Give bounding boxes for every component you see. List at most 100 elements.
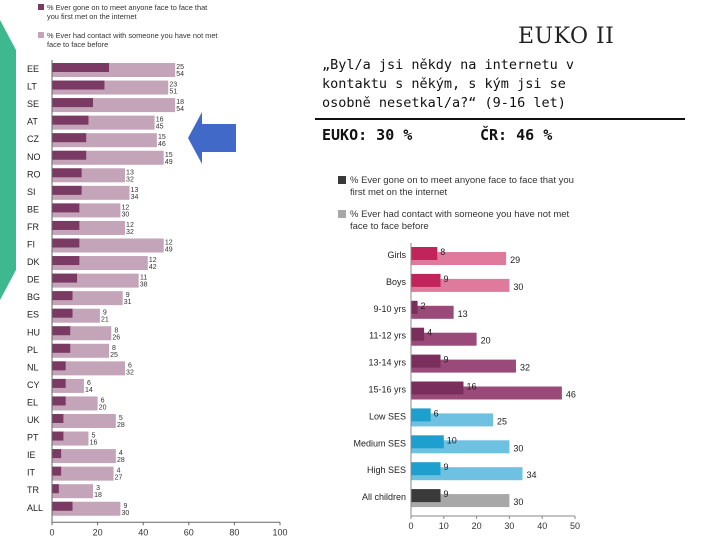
category-label: 15-16 yrs	[368, 385, 406, 395]
value-label-met: 3	[96, 485, 100, 492]
legend-label: first met on the internet	[350, 187, 448, 198]
value-label-contact: 25	[110, 352, 118, 359]
bar-met	[52, 414, 64, 423]
decorative-accent-strip	[0, 20, 16, 300]
value-label-met: 16	[466, 382, 476, 392]
x-tick-label: 0	[408, 521, 413, 531]
legend-label: % Ever gone on to meet anyone face to fa…	[47, 3, 207, 12]
x-tick-label: 0	[49, 527, 54, 537]
bar-met	[411, 462, 441, 476]
value-label-contact: 20	[481, 336, 491, 346]
bar-met	[411, 354, 441, 368]
bar-met	[52, 326, 71, 336]
category-label: NO	[27, 152, 41, 162]
value-label-met: 4	[427, 328, 432, 338]
category-label: EE	[27, 64, 39, 74]
value-label-met: 8	[440, 247, 445, 257]
legend-label: % Ever gone on to meet anyone face to fa…	[350, 175, 574, 186]
bar-met	[52, 220, 80, 230]
category-label: DK	[27, 257, 40, 267]
bar-contact	[411, 413, 493, 427]
value-label-contact: 16	[90, 440, 98, 447]
x-tick-label: 30	[504, 521, 514, 531]
category-label: PL	[27, 345, 38, 355]
value-label-contact: 28	[117, 457, 125, 464]
category-label: All children	[362, 492, 406, 502]
legend-label: you first met on the internet	[47, 12, 137, 21]
category-label: NL	[27, 362, 39, 372]
category-label: ES	[27, 310, 39, 320]
bar-contact	[52, 238, 164, 253]
value-label-met: 4	[117, 468, 121, 475]
value-label-contact: 30	[122, 211, 130, 218]
value-label-met: 13	[126, 169, 134, 176]
bar-contact	[411, 332, 477, 346]
value-label-contact: 54	[176, 71, 184, 78]
value-label-contact: 32	[126, 176, 134, 183]
bar-met	[52, 80, 105, 90]
bar-contact	[52, 466, 114, 481]
value-label-contact: 18	[94, 492, 102, 499]
value-label-met: 9	[444, 462, 449, 472]
bar-met	[411, 435, 444, 449]
bar-met	[52, 466, 62, 476]
bar-met	[52, 168, 82, 178]
bar-met	[52, 378, 66, 388]
category-label: UK	[27, 415, 40, 425]
value-label-met: 6	[101, 397, 105, 404]
value-label-met: 5	[119, 415, 123, 422]
bar-contact	[52, 414, 116, 428]
legend-swatch	[338, 176, 346, 184]
category-label: FR	[27, 222, 39, 232]
value-label-contact: 31	[124, 299, 132, 306]
x-tick-label: 10	[439, 521, 449, 531]
value-label-contact: 49	[165, 159, 173, 166]
category-label: SI	[27, 187, 36, 197]
arrow-shape	[188, 112, 236, 164]
bar-met	[52, 308, 73, 318]
value-label-met: 2	[421, 301, 426, 311]
category-label: DE	[27, 275, 40, 285]
category-label: LT	[27, 82, 37, 92]
value-label-contact: 21	[101, 317, 109, 324]
value-label-met: 6	[434, 408, 439, 418]
value-label-met: 11	[140, 275, 147, 282]
value-label-contact: 32	[126, 229, 134, 236]
category-label: SE	[27, 99, 39, 109]
bar-met	[411, 300, 418, 314]
value-label-contact: 38	[140, 282, 148, 289]
value-label-met: 6	[128, 362, 132, 369]
value-label-met: 12	[122, 204, 130, 211]
value-label-contact: 29	[510, 255, 520, 265]
category-label: HU	[27, 327, 40, 337]
x-tick-label: 50	[570, 521, 580, 531]
value-label-met: 15	[158, 134, 166, 141]
legend-label: % Ever had contact with someone you have…	[350, 209, 570, 220]
legend-label: face to face before	[350, 221, 429, 232]
bar-met	[411, 489, 441, 503]
bar-met	[411, 327, 425, 341]
arrow-pointing-cz	[188, 112, 236, 164]
value-label-contact: 51	[169, 89, 177, 96]
category-label: CZ	[27, 134, 39, 144]
category-label: 11-12 yrs	[369, 331, 406, 341]
value-label-met: 9	[103, 310, 107, 317]
x-tick-label: 20	[93, 527, 103, 537]
legend-swatch	[38, 4, 44, 10]
value-label-contact: 25	[497, 416, 507, 426]
bar-met	[52, 238, 80, 248]
legend-swatch	[38, 32, 44, 38]
value-label-contact: 13	[458, 309, 468, 319]
bar-contact	[52, 361, 125, 376]
value-label-met: 23	[169, 82, 177, 89]
value-label-met: 15	[165, 152, 173, 159]
bar-met	[52, 501, 73, 511]
value-label-contact: 14	[85, 387, 93, 394]
bar-met	[52, 115, 89, 125]
bar-met	[52, 484, 59, 494]
bar-met	[52, 185, 82, 195]
value-label-met: 5	[92, 433, 96, 440]
value-label-met: 9	[123, 503, 127, 510]
category-label: 9-10 yrs	[373, 304, 406, 314]
legend-label: % Ever had contact with someone you have…	[47, 31, 218, 40]
